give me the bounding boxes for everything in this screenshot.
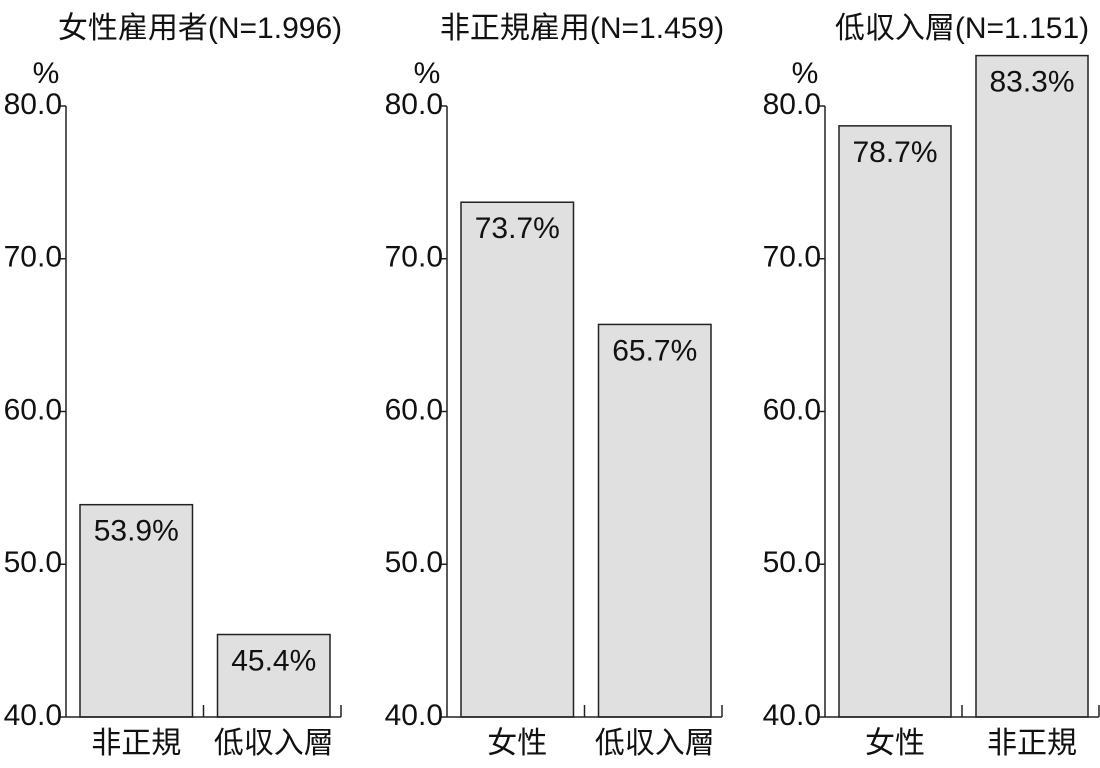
value-label: 83.3% xyxy=(989,66,1074,99)
bar xyxy=(79,503,194,718)
value-label: 45.4% xyxy=(231,644,316,677)
bar xyxy=(838,125,952,718)
y-axis-label: % xyxy=(414,57,441,90)
bar xyxy=(975,54,1089,718)
x-tick-label: 女性 xyxy=(865,727,925,760)
chart-title: 非正規雇用(N=1.459) xyxy=(440,12,724,45)
y-tick-label: 60.0 xyxy=(385,393,443,426)
value-label: 53.9% xyxy=(94,515,179,548)
bar xyxy=(460,201,575,718)
value-label: 73.7% xyxy=(475,212,560,245)
y-axis-label: % xyxy=(33,57,60,90)
y-tick-label: 40.0 xyxy=(4,699,62,732)
y-tick-label: 70.0 xyxy=(385,241,443,274)
chart-title: 低収入層(N=1.151) xyxy=(835,12,1089,45)
y-tick-label: 40.0 xyxy=(763,699,821,732)
y-tick-label: 40.0 xyxy=(385,699,443,732)
y-tick-label: 70.0 xyxy=(763,241,821,274)
y-tick-label: 60.0 xyxy=(4,393,62,426)
bar xyxy=(216,633,331,718)
bar xyxy=(597,323,712,718)
y-tick-label: 80.0 xyxy=(385,88,443,121)
x-tick-label: 女性 xyxy=(487,727,547,760)
y-tick-label: 80.0 xyxy=(763,88,821,121)
y-tick-label: 70.0 xyxy=(4,241,62,274)
y-tick-label: 80.0 xyxy=(4,88,62,121)
y-tick-label: 50.0 xyxy=(4,546,62,579)
x-tick-label: 低収入層 xyxy=(595,727,715,760)
x-tick-label: 非正規 xyxy=(91,727,181,760)
y-axis-label: % xyxy=(792,57,819,90)
value-label: 65.7% xyxy=(612,334,697,367)
x-tick-label: 低収入層 xyxy=(214,727,334,760)
y-tick-label: 50.0 xyxy=(763,546,821,579)
y-tick-label: 50.0 xyxy=(385,546,443,579)
value-label: 78.7% xyxy=(852,136,937,169)
x-tick-label: 非正規 xyxy=(987,727,1077,760)
chart-title: 女性雇用者(N=1.996) xyxy=(58,12,342,45)
y-tick-label: 60.0 xyxy=(763,393,821,426)
